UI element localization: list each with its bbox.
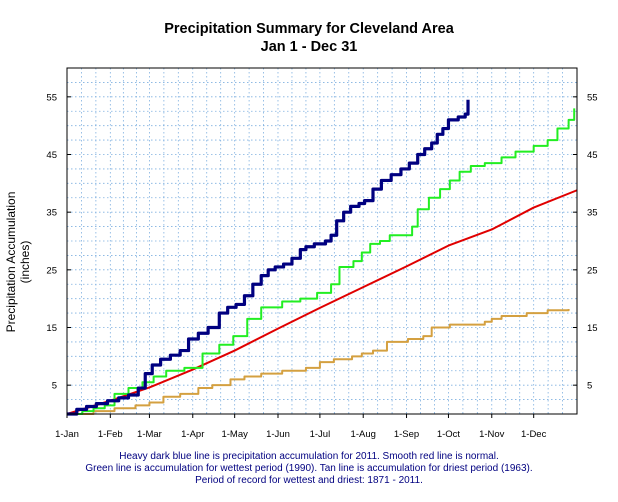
- x-tick-label: 1-Jan: [55, 429, 79, 440]
- y-tick-label-right: 5: [587, 381, 592, 392]
- y-tick-label-left: 25: [46, 265, 57, 276]
- note-line-1: Heavy dark blue line is precipitation ac…: [119, 451, 499, 462]
- y-tick-label-left: 5: [52, 381, 57, 392]
- x-tick-label: 1-Jul: [310, 429, 331, 440]
- x-tick-label: 1-Dec: [521, 429, 547, 440]
- series-line: [67, 99, 470, 416]
- x-tick-label: 1-Oct: [437, 429, 461, 440]
- y-tick-label-right: 45: [587, 150, 598, 161]
- y-tick-label-right: 55: [587, 92, 598, 103]
- y-tick-label-left: 55: [46, 92, 57, 103]
- note-line-3: Period of record for wettest and driest:…: [195, 475, 423, 486]
- chart-subtitle: Jan 1 - Dec 31: [260, 39, 358, 55]
- x-tick-label: 1-Apr: [181, 429, 204, 440]
- axis-layer: 1-Jan 1-Feb 1-Mar 1-Apr 1-May 1-Jun 1-Jul 1-Aug…: [46, 92, 597, 440]
- y-tick-label-left: 15: [46, 323, 57, 334]
- grid-layer: [67, 68, 577, 414]
- series-line: [66, 189, 578, 415]
- y-tick-label-left: 45: [46, 150, 57, 161]
- x-tick-label: 1-May: [221, 429, 248, 440]
- x-tick-label: 1-Sep: [394, 429, 419, 440]
- y-tick-label-right: 25: [587, 265, 598, 276]
- note-line-2: Green line is accumulation for wettest p…: [85, 463, 533, 474]
- x-tick-label: 1-Nov: [479, 429, 505, 440]
- x-tick-label: 1-Aug: [351, 429, 376, 440]
- y-tick-label-left: 35: [46, 208, 57, 219]
- series-line: [67, 108, 576, 415]
- series-layer: [66, 99, 578, 416]
- plot-frame: [66, 67, 578, 415]
- x-tick-label: 1-Jun: [266, 429, 290, 440]
- y-tick-label-right: 15: [587, 323, 598, 334]
- precipitation-chart: 1-Jan 1-Feb 1-Mar 1-Apr 1-May 1-Jun 1-Jul 1-Aug…: [46, 67, 598, 440]
- chart-title: Precipitation Summary for Cleveland Area: [164, 21, 454, 37]
- y-tick-label-right: 35: [587, 208, 598, 219]
- x-tick-label: 1-Mar: [137, 429, 162, 440]
- series-line: [67, 309, 570, 415]
- x-tick-label: 1-Feb: [98, 429, 123, 440]
